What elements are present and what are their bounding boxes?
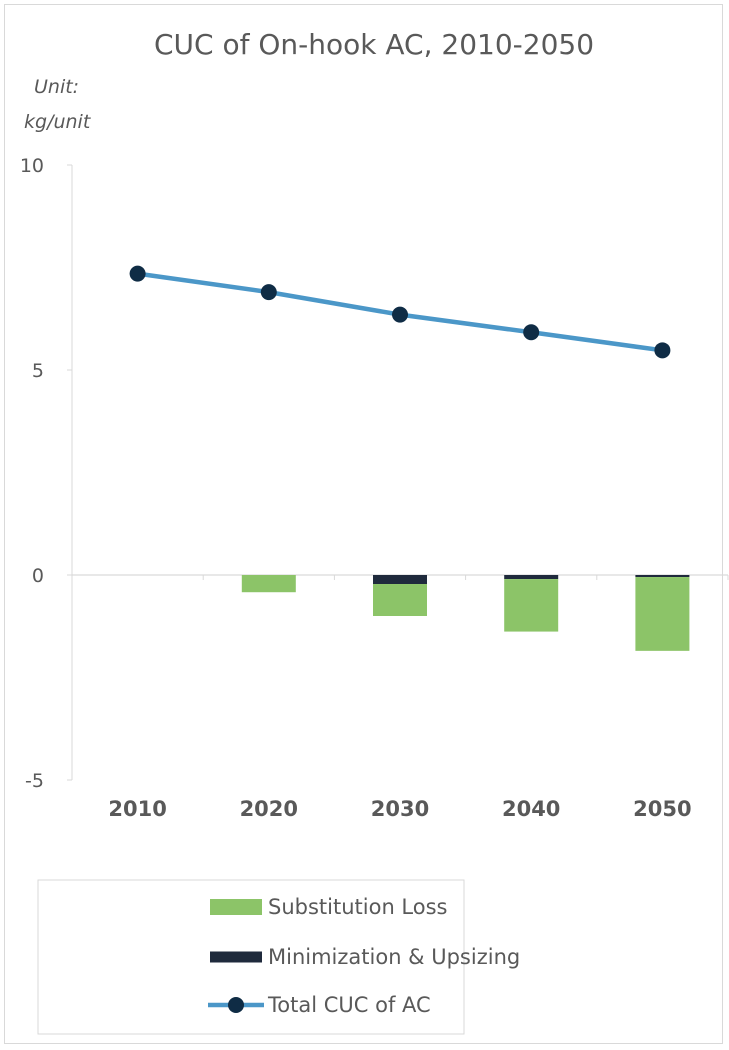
x-tick-label: 2010	[108, 797, 166, 821]
unit-value: kg/unit	[24, 111, 92, 133]
bar-substitution-loss	[635, 577, 690, 651]
bar-minimization-upsizing	[504, 575, 559, 580]
unit-label: Unit:	[34, 76, 79, 98]
legend-marker	[228, 997, 244, 1013]
x-axis-labels: 2010 2020 2030 2040 2050	[108, 797, 691, 821]
legend-swatch	[210, 951, 262, 963]
bar-substitution-loss	[504, 579, 559, 632]
legend-label: Minimization & Upsizing	[268, 945, 520, 969]
chart-frame	[4, 4, 723, 1044]
legend-label: Total CUC of AC	[267, 993, 431, 1017]
y-tick-label: 5	[32, 360, 44, 382]
y-tick-label: 10	[20, 155, 44, 177]
total-cuc-point	[654, 342, 671, 359]
legend-swatch	[210, 899, 262, 915]
total-cuc-point	[392, 306, 408, 323]
x-tick-label: 2040	[502, 797, 560, 821]
y-axis-labels: 10 5 0 -5	[20, 155, 44, 792]
axes	[67, 164, 729, 781]
y-tick-label: -5	[25, 770, 44, 792]
bar-substitution-loss	[241, 575, 296, 593]
y-tick-label: 0	[32, 565, 44, 587]
bar-substitution-loss	[373, 584, 427, 616]
legend-label: Substitution Loss	[268, 895, 447, 919]
total-cuc-point	[129, 265, 146, 282]
line-series	[129, 265, 671, 359]
total-cuc-point	[260, 284, 277, 301]
legend-box	[37, 879, 465, 1035]
x-tick-label: 2030	[371, 797, 429, 821]
x-tick-label: 2050	[633, 797, 691, 821]
legend: Substitution Loss Minimization & Upsizing…	[208, 895, 520, 1017]
x-tick-label: 2020	[240, 797, 298, 821]
bar-minimization-upsizing	[635, 575, 690, 578]
bar-minimization-upsizing	[373, 575, 427, 585]
chart-title: CUC of On-hook AC, 2010-2050	[154, 28, 594, 61]
bars	[241, 575, 690, 651]
total-cuc-point	[523, 324, 540, 341]
